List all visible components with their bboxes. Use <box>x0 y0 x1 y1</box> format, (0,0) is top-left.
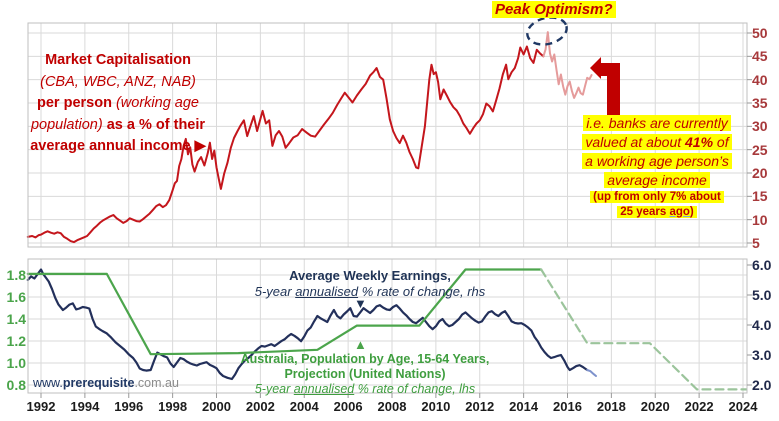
x-axis-tick-label: 2020 <box>640 399 670 414</box>
population-projection-label: Australia, Population by Age, 15-64 Year… <box>240 352 490 397</box>
bottom-right-axis-tick-label: 4.0 <box>752 317 772 333</box>
x-axis-tick-label: 2004 <box>289 399 319 414</box>
top-right-axis-tick-label: 20 <box>752 165 768 181</box>
x-axis-tick-label: 2018 <box>596 399 626 414</box>
top-right-axis-tick-label: 10 <box>752 211 768 228</box>
average-weekly-earnings-5yr-roc-line <box>26 268 589 381</box>
x-axis-tick-label: 2002 <box>245 399 275 414</box>
market-cap-annotation: Market Capitalisation (CBA, WBC, ANZ, NAB… <box>30 52 206 154</box>
bottom-left-axis-tick-label: 1.8 <box>6 267 26 283</box>
top-right-axis-tick-label: 25 <box>752 141 768 158</box>
left-arrow-icon <box>590 57 620 118</box>
x-axis-tick-label: 2000 <box>202 399 231 414</box>
x-axis-tick-label: 1992 <box>26 399 56 414</box>
bottom-right-axis-tick-label: 6.0 <box>752 257 772 273</box>
x-axis-tick-label: 2024 <box>728 399 758 414</box>
top-right-axis-tick-label: 15 <box>752 188 768 205</box>
x-axis-tick-label: 1994 <box>70 399 100 414</box>
market-cap-pct-income-line <box>26 45 545 244</box>
x-axis-tick-label: 2008 <box>377 399 407 414</box>
bottom-left-axis-tick-label: 1.2 <box>6 333 26 349</box>
top-right-axis-tick-label: 5 <box>752 235 760 251</box>
bottom-right-axis-tick-label: 2.0 <box>752 377 772 393</box>
top-panel-border <box>27 22 748 248</box>
peak-circle-icon <box>526 16 568 46</box>
market-cap-pct-income-recent-faded-line <box>542 31 593 99</box>
x-axis-tick-label: 1998 <box>158 399 188 414</box>
top-right-axis-tick-label: 45 <box>752 48 768 65</box>
top-right-axis-tick-label: 40 <box>752 71 768 88</box>
bottom-left-axis-tick-label: 1.6 <box>6 289 26 305</box>
population-15-64-projection-dashed-line <box>540 268 748 391</box>
x-axis-tick-label: 2022 <box>684 399 714 414</box>
x-axis-tick-label: 2016 <box>553 399 582 414</box>
x-axis-tick-label: 2010 <box>421 399 451 414</box>
average-weekly-earnings-label: Average Weekly Earnings, 5-year annualise… <box>254 268 486 299</box>
x-axis-tick-label: 2014 <box>509 399 539 414</box>
up-triangle-marker: ▲ <box>354 337 367 352</box>
bottom-left-axis-tick-label: 1.4 <box>6 311 26 327</box>
bottom-right-axis-tick-label: 5.0 <box>752 287 772 303</box>
x-axis-tick-label: 1996 <box>114 399 144 414</box>
x-axis-tick-label: 2006 <box>333 399 363 414</box>
bottom-left-axis-tick-label: 1.0 <box>6 355 26 371</box>
watermark-url: www.prerequisite.com.au <box>33 376 179 390</box>
bottom-left-axis-tick-label: 0.8 <box>6 377 26 393</box>
top-right-axis-tick-label: 50 <box>752 25 768 41</box>
peak-optimism-label: Peak Optimism? <box>492 1 616 18</box>
down-triangle-marker: ▼ <box>354 296 367 311</box>
top-right-axis-tick-label: 30 <box>752 118 768 135</box>
x-axis-tick-label: 2012 <box>465 399 495 414</box>
bank-valuation-annotation: i.e. banks are currently valued at about … <box>549 114 765 220</box>
bottom-right-axis-tick-label: 3.0 <box>752 347 772 363</box>
average-weekly-earnings-recent-tail-line <box>586 369 597 377</box>
population-15-64-5yr-roc-line <box>26 268 543 356</box>
top-right-axis-tick-label: 35 <box>752 95 768 111</box>
bottom-panel-border <box>27 258 748 394</box>
